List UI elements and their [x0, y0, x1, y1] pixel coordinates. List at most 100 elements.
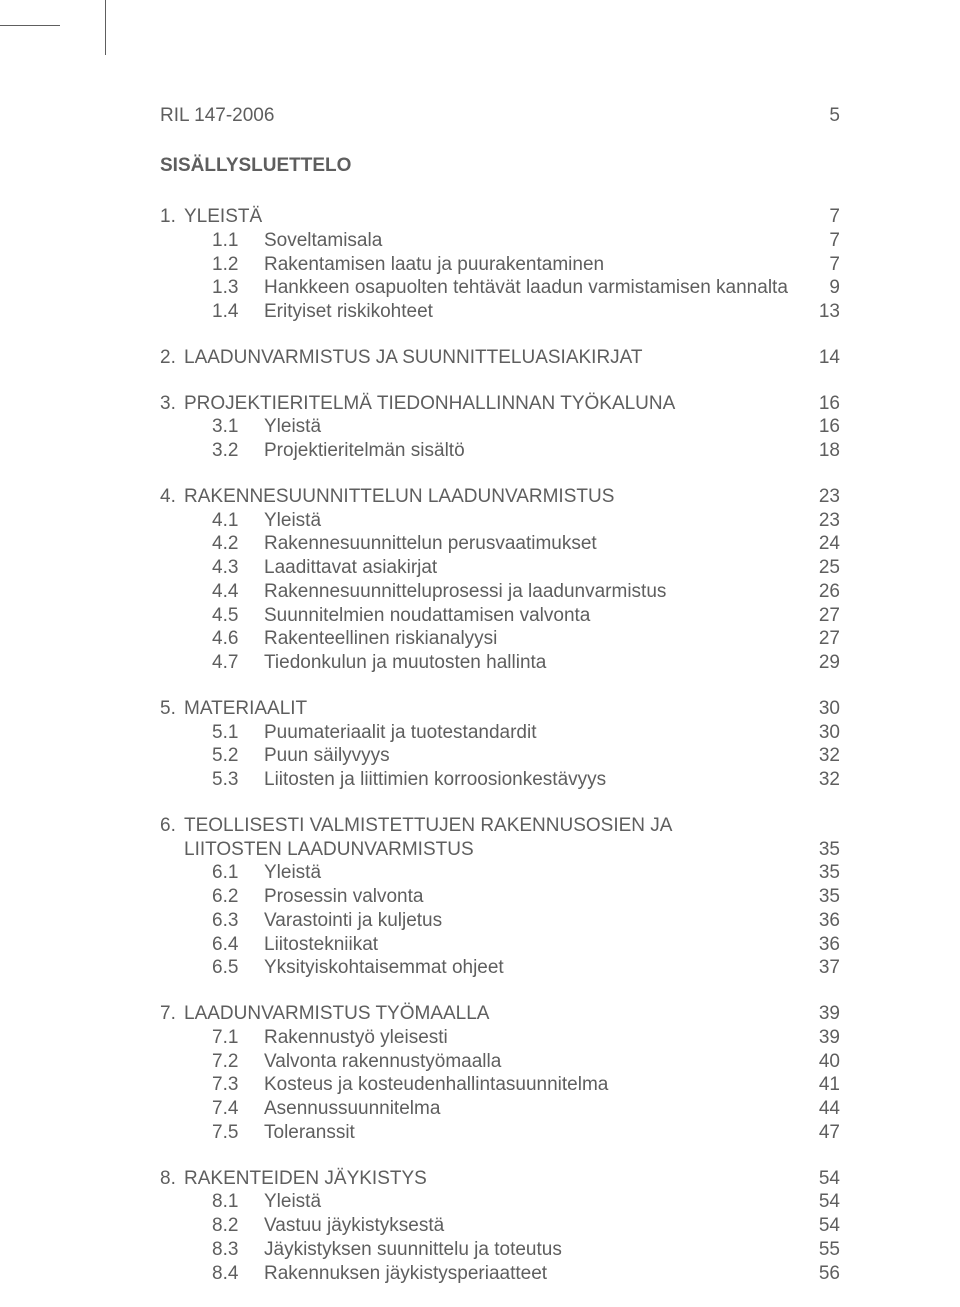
subsection-title: Puun säilyvyys — [264, 744, 800, 768]
subsection-title: Rakennuksen jäykistysperiaatteet — [264, 1262, 800, 1286]
subsection-page: 29 — [800, 651, 840, 675]
subsection-number: 1.3 — [212, 276, 264, 300]
toc-subsection: 8.1Yleistä54 — [160, 1190, 840, 1214]
subsection-page: 54 — [800, 1214, 840, 1238]
subsection-page: 25 — [800, 556, 840, 580]
toc-subsection: 8.3Jäykistyksen suunnittelu ja toteutus5… — [160, 1238, 840, 1262]
toc-subsection: 6.4Liitostekniikat36 — [160, 933, 840, 957]
subsection-page: 41 — [800, 1073, 840, 1097]
indent — [160, 861, 212, 885]
toc-section-heading: 7.LAADUNVARMISTUS TYÖMAALLA39 — [160, 1002, 840, 1026]
subsection-number: 3.2 — [212, 439, 264, 463]
toc-subsection: 4.7Tiedonkulun ja muutosten hallinta29 — [160, 651, 840, 675]
subsection-page: 56 — [800, 1262, 840, 1286]
toc-subsection: 6.3Varastointi ja kuljetus36 — [160, 909, 840, 933]
section-title-cont: LIITOSTEN LAADUNVARMISTUS — [184, 838, 800, 862]
indent — [160, 1262, 212, 1286]
indent — [160, 1214, 212, 1238]
indent — [160, 300, 212, 324]
section-page: 35 — [800, 838, 840, 862]
subsection-page: 9 — [800, 276, 840, 300]
subsection-title: Yleistä — [264, 1190, 800, 1214]
toc-subsection: 7.5Toleranssit47 — [160, 1121, 840, 1145]
toc-section: 4.RAKENNESUUNNITTELUN LAADUNVARMISTUS234… — [160, 485, 840, 675]
decoration-border-top — [105, 0, 106, 55]
section-title: PROJEKTIERITELMÄ TIEDONHALLINNAN TYÖKALU… — [184, 392, 800, 416]
subsection-page: 26 — [800, 580, 840, 604]
toc-container: 1.YLEISTÄ71.1Soveltamisala71.2Rakentamis… — [160, 205, 840, 1285]
subsection-number: 4.6 — [212, 627, 264, 651]
section-number: 3. — [160, 392, 184, 416]
section-title: MATERIAALIT — [184, 697, 800, 721]
toc-section: 5.MATERIAALIT305.1Puumateriaalit ja tuot… — [160, 697, 840, 792]
subsection-page: 54 — [800, 1190, 840, 1214]
subsection-title: Toleranssit — [264, 1121, 800, 1145]
subsection-number: 5.3 — [212, 768, 264, 792]
subsection-number: 1.4 — [212, 300, 264, 324]
subsection-page: 35 — [800, 861, 840, 885]
indent — [160, 509, 212, 533]
toc-section-heading: 8.RAKENTEIDEN JÄYKISTYS54 — [160, 1167, 840, 1191]
subsection-number: 4.5 — [212, 604, 264, 628]
subsection-number: 8.2 — [212, 1214, 264, 1238]
doc-id: RIL 147-2006 — [160, 105, 274, 127]
toc-subsection: 1.3Hankkeen osapuolten tehtävät laadun v… — [160, 276, 840, 300]
section-title: RAKENNESUUNNITTELUN LAADUNVARMISTUS — [184, 485, 800, 509]
subsection-page: 40 — [800, 1050, 840, 1074]
toc-subsection: 1.2Rakentamisen laatu ja puurakentaminen… — [160, 253, 840, 277]
toc-section: 2.LAADUNVARMISTUS JA SUUNNITTELUASIAKIRJ… — [160, 346, 840, 370]
subsection-title: Tiedonkulun ja muutosten hallinta — [264, 651, 800, 675]
toc-section: 1.YLEISTÄ71.1Soveltamisala71.2Rakentamis… — [160, 205, 840, 324]
toc-subsection: 6.1Yleistä35 — [160, 861, 840, 885]
subsection-number: 6.4 — [212, 933, 264, 957]
indent — [160, 721, 212, 745]
subsection-number: 4.7 — [212, 651, 264, 675]
toc-subsection: 4.1Yleistä23 — [160, 509, 840, 533]
subsection-page: 32 — [800, 768, 840, 792]
section-title: TEOLLISESTI VALMISTETTUJEN RAKENNUSOSIEN… — [184, 814, 840, 838]
subsection-number: 5.1 — [212, 721, 264, 745]
subsection-number: 8.4 — [212, 1262, 264, 1286]
subsection-title: Asennussuunnitelma — [264, 1097, 800, 1121]
indent — [160, 1050, 212, 1074]
subsection-page: 18 — [800, 439, 840, 463]
subsection-title: Laadittavat asiakirjat — [264, 556, 800, 580]
toc-subsection: 7.1Rakennustyö yleisesti39 — [160, 1026, 840, 1050]
subsection-number: 4.2 — [212, 532, 264, 556]
toc-subsection: 4.3Laadittavat asiakirjat25 — [160, 556, 840, 580]
subsection-page: 7 — [800, 229, 840, 253]
subsection-page: 24 — [800, 532, 840, 556]
subsection-title: Prosessin valvonta — [264, 885, 800, 909]
toc-subsection: 7.3Kosteus ja kosteudenhallintasuunnitel… — [160, 1073, 840, 1097]
subsection-number: 6.5 — [212, 956, 264, 980]
indent — [160, 1238, 212, 1262]
section-number: 8. — [160, 1167, 184, 1191]
section-number: 5. — [160, 697, 184, 721]
toc-section-heading: 5.MATERIAALIT30 — [160, 697, 840, 721]
subsection-number: 7.2 — [212, 1050, 264, 1074]
subsection-page: 23 — [800, 509, 840, 533]
subsection-page: 27 — [800, 627, 840, 651]
section-number: 1. — [160, 205, 184, 229]
indent — [160, 253, 212, 277]
subsection-number: 4.3 — [212, 556, 264, 580]
toc-subsection: 5.1Puumateriaalit ja tuotestandardit30 — [160, 721, 840, 745]
subsection-title: Puumateriaalit ja tuotestandardit — [264, 721, 800, 745]
toc-section-heading-cont: LIITOSTEN LAADUNVARMISTUS35 — [160, 838, 840, 862]
page-content: RIL 147-2006 5 SISÄLLYSLUETTELO 1.YLEIST… — [160, 105, 840, 1307]
subsection-number: 6.3 — [212, 909, 264, 933]
subsection-page: 55 — [800, 1238, 840, 1262]
section-page: 30 — [800, 697, 840, 721]
indent — [160, 276, 212, 300]
subsection-title: Yleistä — [264, 861, 800, 885]
indent — [160, 532, 212, 556]
indent — [160, 909, 212, 933]
decoration-border-left — [0, 25, 60, 26]
toc-title: SISÄLLYSLUETTELO — [160, 155, 840, 177]
indent — [160, 556, 212, 580]
subsection-title: Hankkeen osapuolten tehtävät laadun varm… — [264, 276, 800, 300]
subsection-title: Valvonta rakennustyömaalla — [264, 1050, 800, 1074]
toc-section: 3.PROJEKTIERITELMÄ TIEDONHALLINNAN TYÖKA… — [160, 392, 840, 463]
toc-section-heading: 2.LAADUNVARMISTUS JA SUUNNITTELUASIAKIRJ… — [160, 346, 840, 370]
toc-subsection: 5.3Liitosten ja liittimien korroosionkes… — [160, 768, 840, 792]
